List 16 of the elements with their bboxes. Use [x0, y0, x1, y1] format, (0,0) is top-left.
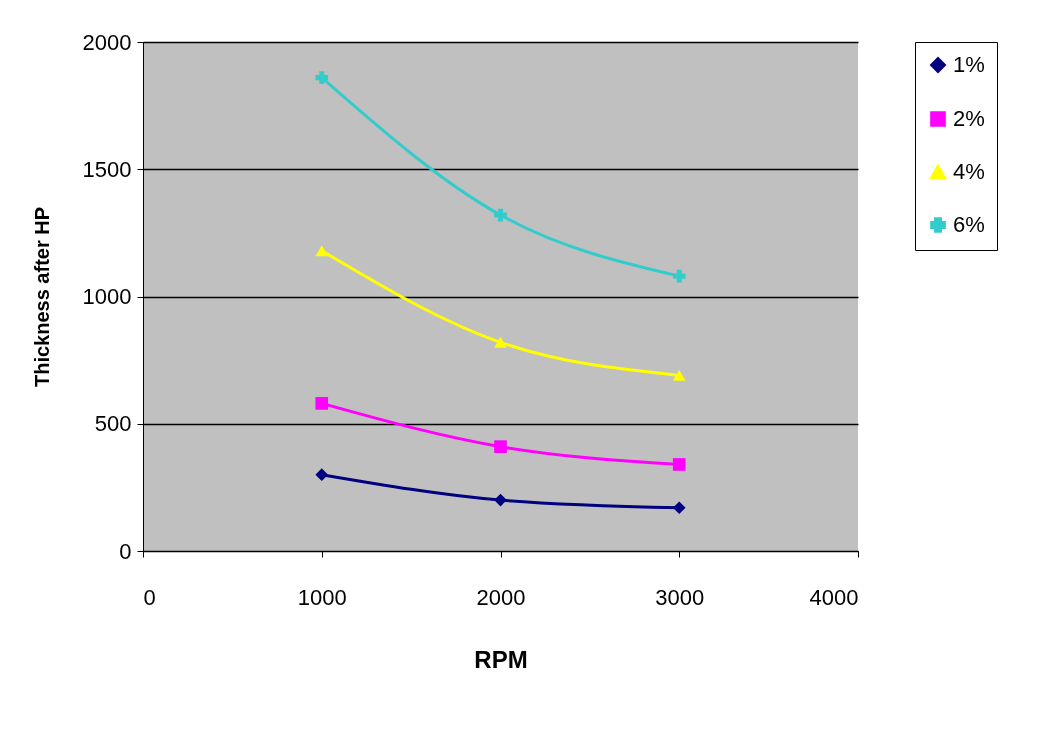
y-tick-label: 2000 — [82, 29, 132, 55]
x-axis-title: RPM — [474, 645, 528, 673]
x-tick-label: 3000 — [655, 584, 705, 610]
y-tick-label: 500 — [94, 411, 132, 437]
y-axis-title: Thickness after HP — [30, 206, 53, 388]
legend-label: 1% — [953, 52, 985, 77]
x-tick-label: 0 — [143, 584, 156, 610]
y-tick-label: 0 — [119, 538, 132, 564]
legend-label: 6% — [953, 212, 985, 237]
legend-label: 2% — [953, 106, 985, 131]
x-tick-label: 1000 — [297, 584, 347, 610]
x-tick-label: 4000 — [809, 584, 859, 610]
y-tick-label: 1000 — [82, 284, 132, 309]
x-tick-label: 2000 — [476, 584, 526, 610]
legend-label: 4% — [953, 159, 985, 184]
y-tick-label: 1500 — [82, 156, 132, 182]
